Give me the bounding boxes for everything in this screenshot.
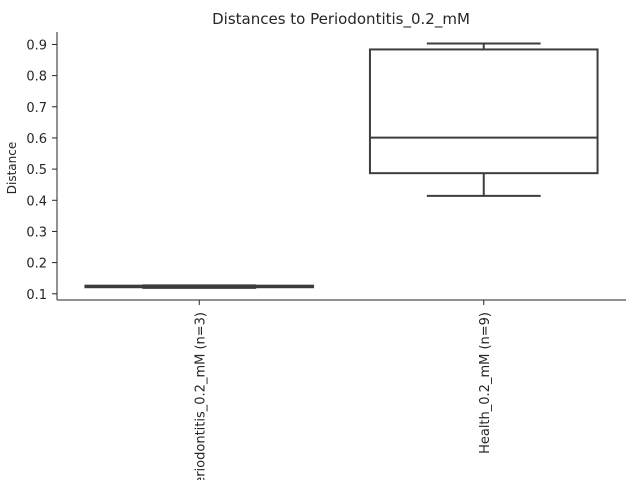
boxes xyxy=(84,42,599,289)
y-tick-label: 0.9 xyxy=(26,38,47,53)
y-axis-label: Distance xyxy=(5,142,19,194)
y-tick-label: 0.4 xyxy=(26,194,47,209)
box-group xyxy=(84,284,315,289)
x-tick-label: Periodontitis_0.2_mM (n=3) xyxy=(193,312,208,480)
x-tick-label: Health_0.2_mM (n=9) xyxy=(478,312,493,454)
y-tick-label: 0.7 xyxy=(26,101,47,116)
y-ticks: 0.1 0.2 0.3 0.4 0.5 0.6 0.7 0.8 0.9 xyxy=(26,38,57,303)
x-ticks: Periodontitis_0.2_mM (n=3) Health_0.2_mM … xyxy=(193,300,493,480)
box-iqr xyxy=(368,48,599,175)
y-tick-label: 0.1 xyxy=(26,288,47,303)
y-tick-label: 0.2 xyxy=(26,257,47,272)
y-tick-label: 0.5 xyxy=(26,163,47,178)
box-group xyxy=(368,42,599,197)
chart-title: Distances to Periodontitis_0.2_mM xyxy=(212,10,470,29)
y-tick-label: 0.8 xyxy=(26,70,47,85)
y-tick-label: 0.6 xyxy=(26,132,47,147)
y-tick-label: 0.3 xyxy=(26,225,47,240)
